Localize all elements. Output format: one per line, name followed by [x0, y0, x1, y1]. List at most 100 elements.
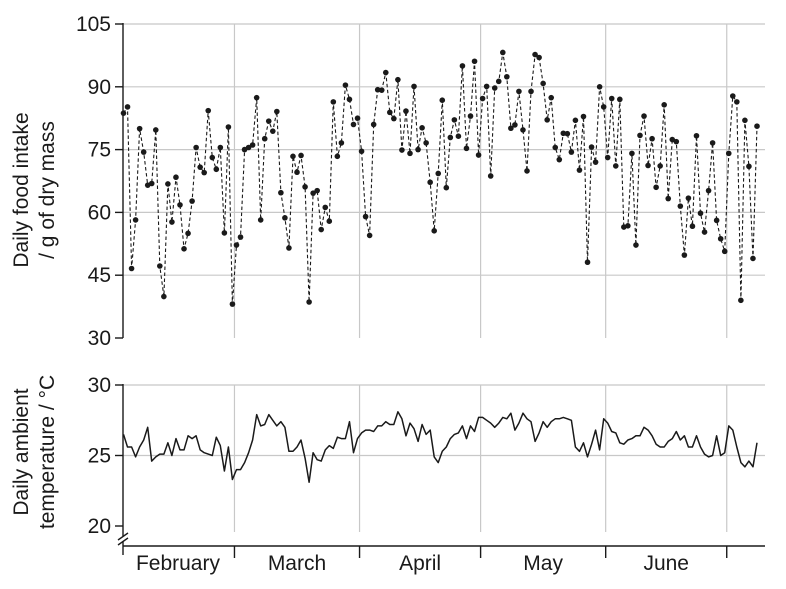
- food-intake-point: [552, 144, 559, 151]
- food-intake-point: [298, 152, 304, 159]
- food-intake-point: [435, 170, 442, 177]
- bottom-ylabel-line-1: Daily ambient: [10, 388, 33, 515]
- top-ylabel-line-2: / g of dry mass: [36, 121, 59, 259]
- food-intake-point: [604, 154, 611, 161]
- food-intake-point: [419, 125, 425, 131]
- food-intake-point: [415, 146, 421, 153]
- food-intake-point: [209, 154, 216, 161]
- food-intake-point: [451, 117, 458, 123]
- food-intake-point: [378, 87, 385, 93]
- food-intake-point: [431, 228, 437, 234]
- food-intake-point: [427, 179, 433, 186]
- food-intake-point: [608, 95, 615, 102]
- food-intake-point: [560, 130, 567, 137]
- top-gridlines: [123, 23, 765, 338]
- food-intake-line: [123, 52, 758, 305]
- food-intake-point: [205, 107, 212, 114]
- food-intake-point: [245, 144, 252, 151]
- food-intake-point: [350, 121, 357, 128]
- food-intake-point: [508, 125, 514, 132]
- food-intake-markers: [120, 49, 760, 307]
- month-label: March: [268, 552, 326, 575]
- food-intake-point: [750, 255, 756, 262]
- food-intake-point: [661, 102, 667, 108]
- food-intake-point: [161, 293, 167, 300]
- food-intake-point: [504, 73, 510, 80]
- food-intake-point: [742, 117, 748, 124]
- food-intake-point: [253, 94, 260, 101]
- food-intake-point: [491, 85, 498, 91]
- food-intake-point: [536, 54, 542, 61]
- food-intake-point: [233, 242, 240, 248]
- food-intake-point: [697, 210, 704, 217]
- food-intake-point: [439, 97, 446, 103]
- food-intake-point: [443, 184, 450, 191]
- food-intake-point: [257, 217, 264, 223]
- food-intake-point: [705, 187, 712, 194]
- food-intake-point: [173, 174, 179, 181]
- food-intake-point: [330, 99, 337, 105]
- food-intake-point: [128, 265, 135, 272]
- bottom-y-tick-label: 25: [88, 445, 111, 468]
- food-intake-point: [685, 195, 692, 201]
- food-intake-point: [399, 147, 405, 153]
- top-y-tick-label: 45: [88, 264, 111, 287]
- food-intake-point: [600, 104, 607, 110]
- bottom-gridlines: [123, 384, 765, 532]
- food-intake-point: [548, 94, 555, 101]
- bottom-y-tick-label: 30: [88, 374, 111, 397]
- top-y-tick-labels: 30 45 60 75 90 105: [76, 13, 111, 350]
- month-label: June: [643, 552, 689, 575]
- food-intake-point: [157, 263, 163, 269]
- food-intake-point: [754, 123, 760, 129]
- food-intake-point: [653, 184, 659, 191]
- food-intake-point: [487, 173, 494, 179]
- food-intake-point: [322, 204, 329, 211]
- top-y-tick-label: 30: [88, 327, 111, 350]
- food-intake-point: [318, 226, 325, 233]
- food-intake-point: [612, 163, 619, 169]
- food-intake-point: [217, 144, 224, 151]
- food-intake-point: [132, 217, 139, 223]
- food-intake-point: [689, 223, 696, 230]
- food-intake-point: [467, 113, 474, 119]
- month-label: April: [399, 552, 441, 575]
- food-intake-point: [136, 125, 143, 132]
- food-intake-point: [140, 149, 147, 155]
- food-intake-point: [314, 187, 320, 194]
- food-intake-point: [310, 190, 316, 196]
- food-intake-point: [407, 150, 413, 157]
- food-intake-point: [213, 166, 220, 173]
- food-intake-point: [455, 133, 462, 140]
- food-intake-point: [738, 297, 744, 304]
- food-intake-point: [532, 51, 538, 58]
- food-intake-point: [592, 159, 599, 165]
- food-intake-point: [354, 115, 361, 121]
- food-intake-point: [366, 232, 373, 239]
- food-intake-point: [185, 230, 191, 237]
- food-intake-point: [169, 219, 175, 225]
- food-intake-point: [165, 181, 171, 187]
- food-intake-point: [580, 113, 587, 120]
- food-intake-point: [282, 215, 288, 221]
- food-intake-point: [475, 152, 482, 158]
- temperature-line: [122, 411, 758, 484]
- food-intake-point: [342, 82, 349, 88]
- food-intake-point: [701, 229, 708, 235]
- food-intake-point: [734, 99, 740, 105]
- food-intake-point: [540, 80, 546, 87]
- food-intake-point: [346, 96, 353, 103]
- month-labels: February March April May June: [136, 552, 689, 575]
- axis-break-mark: [117, 537, 129, 546]
- temperature-series: [122, 411, 758, 484]
- food-intake-point: [306, 299, 312, 305]
- food-intake-point: [411, 83, 417, 90]
- food-intake-point: [721, 248, 728, 255]
- food-intake-point: [544, 117, 550, 123]
- food-intake-point: [681, 252, 688, 258]
- food-intake-point: [568, 149, 575, 155]
- food-intake-point: [374, 86, 381, 93]
- food-intake-point: [512, 122, 518, 128]
- food-intake-point: [221, 230, 228, 236]
